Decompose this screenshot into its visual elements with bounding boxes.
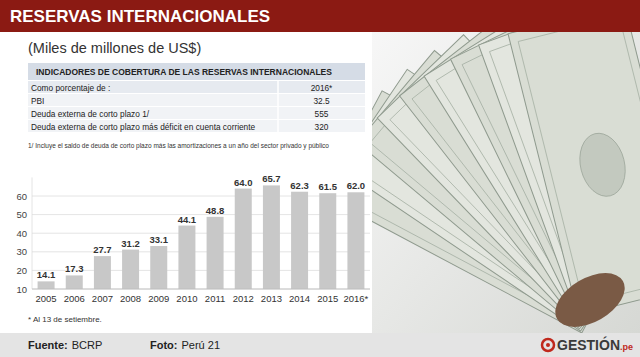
x-tick-label: 2016* (343, 293, 368, 304)
footer-bar (0, 333, 640, 357)
bar (38, 281, 55, 289)
bars (38, 185, 365, 289)
bill-portrait (573, 128, 631, 201)
y-tick-label: 60 (16, 191, 27, 202)
subtitle: (Miles de millones de US$) (28, 40, 201, 56)
table-row-bg (28, 81, 365, 93)
data-label: 61.5 (319, 181, 338, 192)
table-row-bg (28, 94, 365, 106)
table-title-bg (28, 63, 365, 80)
data-label: 65.7 (262, 173, 281, 184)
data-label: 44.1 (178, 214, 197, 225)
table-title: INDICADORES DE COBERTURA DE LAS RESERVAS… (36, 67, 332, 77)
bills (372, 32, 640, 333)
data-label: 64.0 (234, 177, 253, 188)
y-tick-label: 20 (16, 265, 27, 276)
table-cell: Deuda externa de corto plazo más déficit… (31, 122, 256, 132)
x-tick-label: 2014 (289, 293, 310, 304)
y-tick-label: 50 (16, 209, 27, 220)
x-tick-label: 2011 (205, 293, 225, 304)
bar (263, 185, 280, 289)
table-cell: Deuda externa de corto plazo 1/ (31, 109, 150, 119)
x-tick-label: 2009 (148, 293, 169, 304)
data-label: 27.7 (93, 244, 112, 255)
bar (66, 275, 83, 289)
x-tick-label: 2008 (120, 293, 141, 304)
logo-text: GESTIÓN.pe (557, 336, 633, 353)
bar (178, 226, 195, 289)
page: {"chart_data": {"type": "bar", "title": … (0, 0, 640, 357)
data-label: 31.2 (121, 238, 140, 249)
table-divider (277, 81, 279, 132)
x-axis-line (32, 289, 370, 290)
table-row-bg (28, 107, 365, 119)
data-label: 62.0 (347, 180, 366, 191)
y-axis-line (32, 177, 33, 289)
bill-border (518, 32, 640, 303)
title: RESERVAS INTERNACIONALES (10, 7, 270, 26)
data-label: 17.3 (65, 263, 84, 274)
source: Fuente: BCRP (28, 339, 102, 351)
y-tick-label: 10 (16, 284, 27, 295)
bill (508, 32, 640, 315)
header-bar (0, 0, 640, 32)
table-cell: 320 (315, 122, 329, 132)
table: INDICADORES DE COBERTURA DE LAS RESERVAS… (28, 63, 365, 150)
table-cell: 32.5 (313, 96, 330, 106)
bar (94, 256, 111, 289)
data-label: 62.3 (290, 180, 309, 191)
table-row-bg (28, 120, 365, 132)
table-header-cell: 2016* (311, 83, 333, 93)
logo-suffix: .pe (620, 342, 633, 352)
y-tick-label: 40 (16, 228, 27, 239)
bar (150, 246, 167, 289)
data-label: 14.1 (37, 269, 56, 280)
grid-line (32, 289, 370, 290)
annotation: * Al 13 de setiembre. (28, 315, 102, 324)
y-tick-label: 30 (16, 246, 27, 257)
photo-value: Perú 21 (181, 339, 220, 351)
bar (122, 250, 139, 289)
logo: GESTIÓN.pe (542, 336, 633, 353)
source-label: Fuente: (28, 339, 68, 351)
photo (326, 4, 640, 338)
x-tick-label: 2015 (317, 293, 338, 304)
x-tick-label: 2007 (92, 293, 113, 304)
photo-credit: Foto: Perú 21 (150, 339, 220, 351)
photo-label: Foto: (150, 339, 177, 351)
table-header-cell: Como porcentaje de : (31, 83, 110, 93)
bar (207, 217, 224, 289)
chart: 10 20 30 40 50 60 14.1 2005 17.3 2006 27.7 2007 31.2… (16, 173, 370, 324)
bar (235, 189, 252, 289)
table-cell: PBI (31, 96, 44, 106)
x-tick-label: 2006 (64, 293, 85, 304)
table-cell: 555 (315, 109, 329, 119)
table-footnote: 1/ Incluye el saldo de deuda de corto pl… (28, 142, 329, 150)
data-label: 33.1 (150, 234, 169, 245)
bar (347, 192, 364, 289)
bar (319, 193, 336, 289)
bar (291, 192, 308, 289)
x-tick-label: 2013 (261, 293, 282, 304)
x-tick-label: 2010 (176, 293, 197, 304)
data-label: 48.8 (206, 205, 225, 216)
canvas: RESERVAS INTERNACIONALES (Miles de millon… (0, 0, 640, 357)
x-tick-label: 2012 (233, 293, 254, 304)
x-tick-label: 2005 (36, 293, 57, 304)
source-value: BCRP (72, 339, 103, 351)
logo-icon (542, 339, 554, 351)
logo-name: GESTIÓN (557, 336, 620, 353)
logo-icon-dot (546, 343, 550, 347)
hand (546, 262, 634, 333)
bill-body (508, 32, 640, 315)
